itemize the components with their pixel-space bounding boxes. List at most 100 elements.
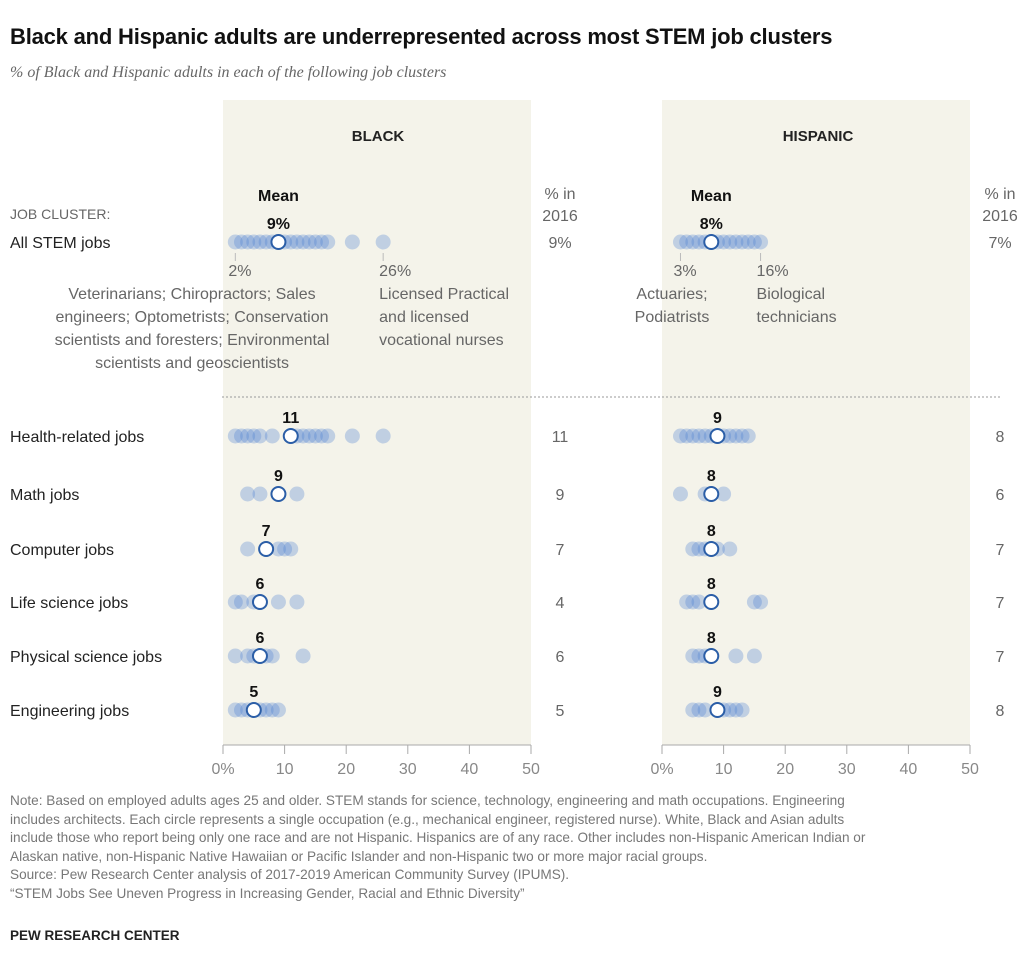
row-label: Engineering jobs: [10, 703, 129, 720]
occupation-dot: [270, 594, 286, 610]
occupation-dot: [227, 594, 243, 610]
occupation-dot: [246, 428, 262, 444]
mean-marker: [251, 648, 268, 664]
mean-marker: [270, 234, 287, 250]
mean-marker: [282, 428, 299, 444]
occupation-dot: [685, 702, 701, 718]
row-label: Life science jobs: [10, 595, 128, 612]
occupation-dot: [283, 234, 299, 250]
row-label: All STEM jobs: [10, 235, 110, 252]
occupation-dot: [227, 648, 243, 664]
occupation-dot: [320, 428, 336, 444]
min-value-label: 3%: [673, 263, 696, 280]
chart-subtitle: % of Black and Hispanic adults in each o…: [10, 64, 447, 81]
occupation-dot: [716, 234, 732, 250]
occupation-dot: [270, 702, 286, 718]
occupation-dot: [301, 428, 317, 444]
occupation-dot: [240, 428, 256, 444]
mean-value-label: 8: [707, 630, 716, 647]
occupation-dot: [227, 428, 243, 444]
min-occupation-label: scientists and foresters; Environmental: [55, 332, 330, 349]
dot-plot-chart: JOB CLUSTER: All STEM jobs Health-related …: [10, 100, 1018, 778]
pct-2016-value: 6: [556, 649, 565, 666]
max-occupation-label: and licensed: [379, 309, 469, 326]
occupation-dot: [691, 594, 707, 610]
note-line: Alaskan native, non-Hispanic Native Hawa…: [10, 848, 708, 864]
occupation-dot: [246, 234, 262, 250]
occupation-dot: [722, 234, 738, 250]
occupation-dot: [740, 428, 756, 444]
occupation-dot: [679, 594, 695, 610]
occupation-dot: [289, 594, 305, 610]
mean-marker: [703, 594, 720, 610]
mean-value-label: 8: [707, 468, 716, 485]
pct-2016-value: 7: [996, 595, 1005, 612]
occupation-dot: [716, 486, 732, 502]
note-line: include those who report being only one …: [10, 830, 866, 846]
occupation-dot: [314, 234, 330, 250]
occupation-dot: [233, 702, 249, 718]
min-occupation-label: engineers; Optometrists; Conservation: [55, 309, 328, 326]
occupation-dot: [307, 428, 323, 444]
mean-value-label: 7: [262, 523, 271, 540]
occupation-dot: [240, 486, 256, 502]
occupation-dot: [697, 702, 713, 718]
occupation-dot: [264, 428, 280, 444]
occupation-dot: [375, 428, 391, 444]
occupation-dot: [307, 234, 323, 250]
brand-logo-text: PEW RESEARCH CENTER: [10, 928, 180, 943]
mean-value-label: 6: [256, 576, 265, 593]
pct-2016-header: 2016: [542, 208, 578, 225]
occupation-dot: [672, 234, 688, 250]
notes: Note: Based on employed adults ages 25 a…: [10, 792, 1010, 904]
chart-title: Black and Hispanic adults are underrepre…: [10, 24, 833, 49]
x-tick-label: 0%: [650, 761, 673, 778]
mean-marker: [251, 594, 268, 610]
x-tick-label: 30: [399, 761, 417, 778]
mean-value-label: 6: [256, 630, 265, 647]
x-tick-label: 50: [522, 761, 540, 778]
occupation-dot: [375, 234, 391, 250]
occupation-dot: [227, 234, 243, 250]
occupation-dot: [240, 648, 256, 664]
occupation-dot: [746, 234, 762, 250]
mean-marker: [703, 234, 720, 250]
occupation-dot: [320, 234, 336, 250]
mean-value-label: 9: [713, 410, 722, 427]
occupation-dot: [685, 648, 701, 664]
max-occupation-label: Biological: [757, 286, 825, 303]
occupation-dot: [344, 234, 360, 250]
occupation-dot: [672, 428, 688, 444]
occupation-dot: [295, 648, 311, 664]
mean-value-label: 8: [707, 523, 716, 540]
row-label: Health-related jobs: [10, 429, 144, 446]
min-occupation-label: Actuaries;: [636, 286, 707, 303]
occupation-dot: [746, 648, 762, 664]
panel-background: [223, 100, 531, 745]
source-line: Source: Pew Research Center analysis of …: [10, 867, 570, 883]
occupation-dot: [679, 428, 695, 444]
max-occupation-label: Licensed Practical: [379, 286, 509, 303]
occupation-dot: [691, 702, 707, 718]
pct-2016-header: % in: [544, 186, 575, 203]
min-occupation-label: scientists and geoscientists: [95, 355, 289, 372]
x-tick-label: 20: [337, 761, 355, 778]
mean-value-label: 5: [249, 684, 258, 701]
occupation-dot: [252, 428, 268, 444]
occupation-dot: [252, 234, 268, 250]
mean-marker: [709, 428, 726, 444]
pct-2016-value: 9%: [548, 235, 571, 252]
occupation-dot: [344, 428, 360, 444]
pct-2016-value: 6: [996, 487, 1005, 504]
pct-2016-value: 9: [556, 487, 565, 504]
occupation-dot: [697, 428, 713, 444]
max-occupation-label: technicians: [757, 309, 837, 326]
pct-2016-value: 7: [556, 542, 565, 559]
mean-marker: [709, 702, 726, 718]
mean-label: Mean: [691, 188, 732, 205]
row-label: Physical science jobs: [10, 649, 162, 666]
occupation-dot: [679, 234, 695, 250]
occupation-dot: [685, 234, 701, 250]
occupation-dot: [722, 428, 738, 444]
pct-2016-header: % in: [984, 186, 1015, 203]
